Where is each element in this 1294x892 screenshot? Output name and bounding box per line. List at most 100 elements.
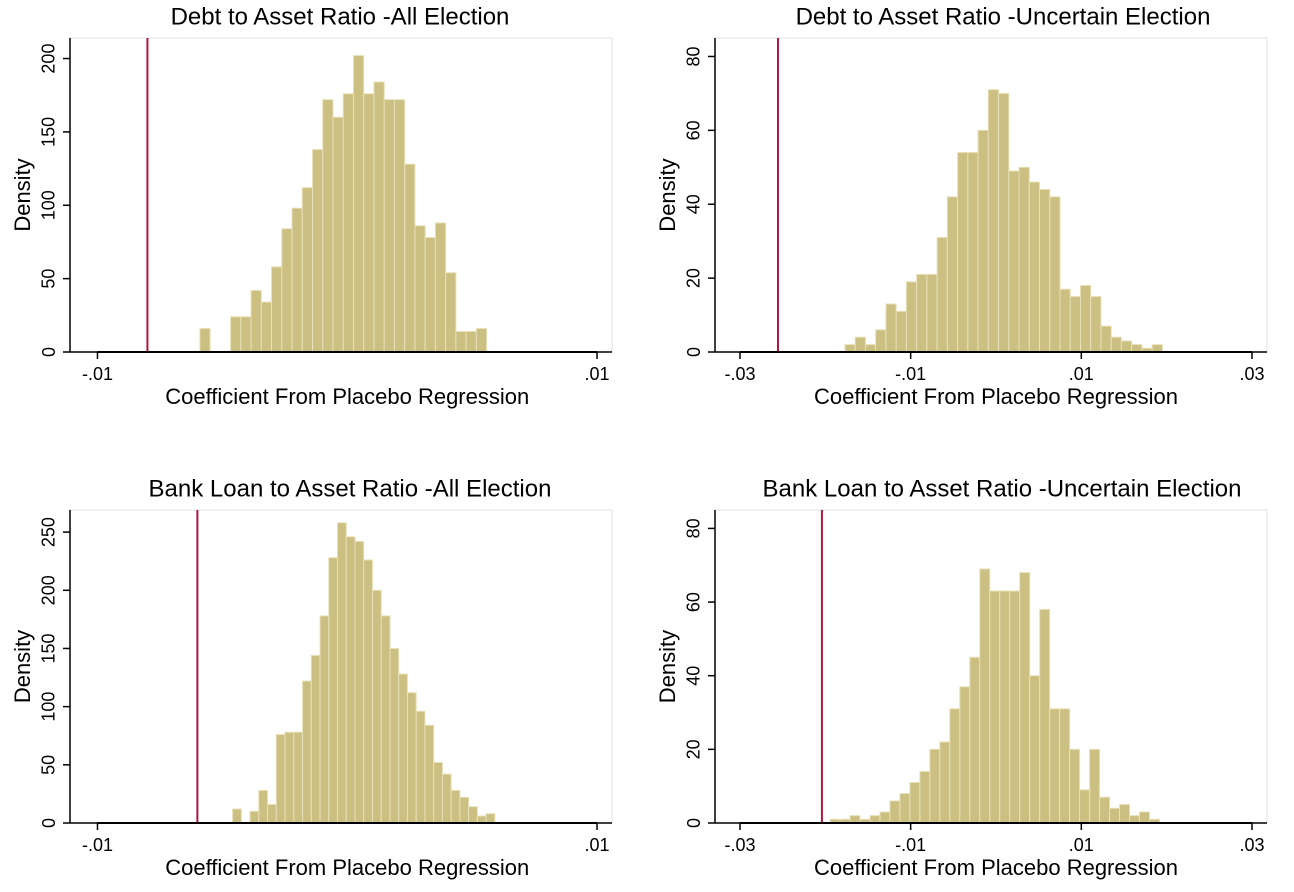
bar xyxy=(999,590,1011,824)
bar xyxy=(380,615,391,824)
x-tick-label: .01 xyxy=(584,364,609,384)
bar xyxy=(389,647,400,824)
bar xyxy=(485,813,496,824)
bar xyxy=(909,781,921,824)
bar xyxy=(1019,572,1031,824)
bar xyxy=(1059,708,1071,824)
x-tick-label: .03 xyxy=(1239,835,1264,855)
bar xyxy=(319,615,330,824)
y-axis-label: Density xyxy=(655,630,680,703)
bar xyxy=(889,800,901,824)
bar xyxy=(1069,748,1081,824)
y-tick-label: 40 xyxy=(684,194,704,214)
bar xyxy=(1099,796,1111,824)
y-tick-label: 60 xyxy=(684,120,704,140)
bar xyxy=(1151,344,1163,353)
bar xyxy=(459,796,470,824)
bar xyxy=(905,281,918,353)
bar xyxy=(199,328,211,353)
y-tick-label: 150 xyxy=(39,633,59,663)
bar xyxy=(424,724,435,824)
bar xyxy=(1100,325,1112,353)
x-axis-label: Coefficient From Placebo Regression xyxy=(165,855,529,880)
bar xyxy=(383,99,395,353)
bar xyxy=(1079,285,1092,353)
bar xyxy=(977,129,989,353)
bar xyxy=(468,806,478,824)
x-axis-label: Coefficient From Placebo Regression xyxy=(814,855,1178,880)
bar xyxy=(450,789,461,824)
x-tick-label: -.01 xyxy=(895,364,926,384)
bar xyxy=(312,149,324,353)
bar xyxy=(345,536,356,824)
x-tick-label: -.03 xyxy=(724,364,755,384)
bar xyxy=(1008,170,1020,353)
bar xyxy=(926,273,938,353)
x-axis-label: Coefficient From Placebo Regression xyxy=(165,384,529,409)
bar xyxy=(864,344,877,353)
bar xyxy=(1131,344,1143,353)
y-tick-label: 40 xyxy=(684,666,704,686)
bar xyxy=(302,680,312,824)
chart-title: Debt to Asset Ratio -All Election xyxy=(171,3,510,30)
bar xyxy=(337,522,347,824)
y-axis-label: Density xyxy=(655,158,680,231)
bar xyxy=(979,568,991,824)
bar xyxy=(291,207,303,353)
bar xyxy=(1029,675,1041,824)
panel: 0 20 40 60 80 -.03 -.01 .01 .03 Coefficient From … xyxy=(655,475,1268,880)
bar xyxy=(424,237,436,353)
bar xyxy=(1069,296,1081,353)
y-tick-label: 200 xyxy=(39,575,59,605)
y-tick-label: 80 xyxy=(684,518,704,538)
panel: 0 50 100 150 200 250 -.01 .01 Coefficient From P… xyxy=(10,475,613,880)
bar xyxy=(916,273,928,353)
bar xyxy=(342,93,354,353)
bar xyxy=(284,731,295,824)
bar xyxy=(1028,181,1041,353)
bar xyxy=(844,344,856,353)
bar xyxy=(957,152,969,353)
bar xyxy=(1089,748,1101,824)
bar xyxy=(293,731,304,824)
bar xyxy=(1018,166,1030,353)
y-tick-label: 0 xyxy=(39,818,59,828)
bar xyxy=(989,590,1001,824)
bar xyxy=(267,803,277,824)
bar xyxy=(310,654,321,824)
bar xyxy=(1009,590,1021,824)
y-axis-label: Density xyxy=(10,158,35,231)
y-tick-label: 0 xyxy=(684,347,704,357)
bar xyxy=(869,815,881,824)
bar xyxy=(258,789,269,824)
x-tick-label: -.03 xyxy=(724,835,755,855)
bar xyxy=(849,815,861,824)
bar xyxy=(441,773,452,824)
x-tick-label: .01 xyxy=(1069,835,1094,855)
bar xyxy=(885,303,897,353)
bar xyxy=(445,272,457,353)
bar xyxy=(354,540,365,824)
bar xyxy=(371,589,382,824)
bar xyxy=(1039,608,1051,824)
bar xyxy=(969,656,981,824)
bar xyxy=(1079,789,1091,824)
chart-title: Debt to Asset Ratio -Uncertain Election xyxy=(796,3,1211,30)
bar xyxy=(998,92,1010,353)
x-axis-label: Coefficient From Placebo Regression xyxy=(814,384,1178,409)
bar xyxy=(352,55,365,353)
bar xyxy=(232,808,242,824)
bar xyxy=(249,810,260,824)
bar xyxy=(895,310,907,353)
bar xyxy=(363,559,373,824)
y-tick-label: 150 xyxy=(39,117,59,147)
bar xyxy=(1139,811,1151,824)
bar xyxy=(959,686,971,824)
y-tick-label: 50 xyxy=(39,269,59,289)
chart-title: Bank Loan to Asset Ratio -All Election xyxy=(149,475,552,502)
bar xyxy=(271,266,283,353)
y-tick-label: 200 xyxy=(39,44,59,74)
bar xyxy=(949,708,961,824)
y-tick-label: 0 xyxy=(684,818,704,828)
